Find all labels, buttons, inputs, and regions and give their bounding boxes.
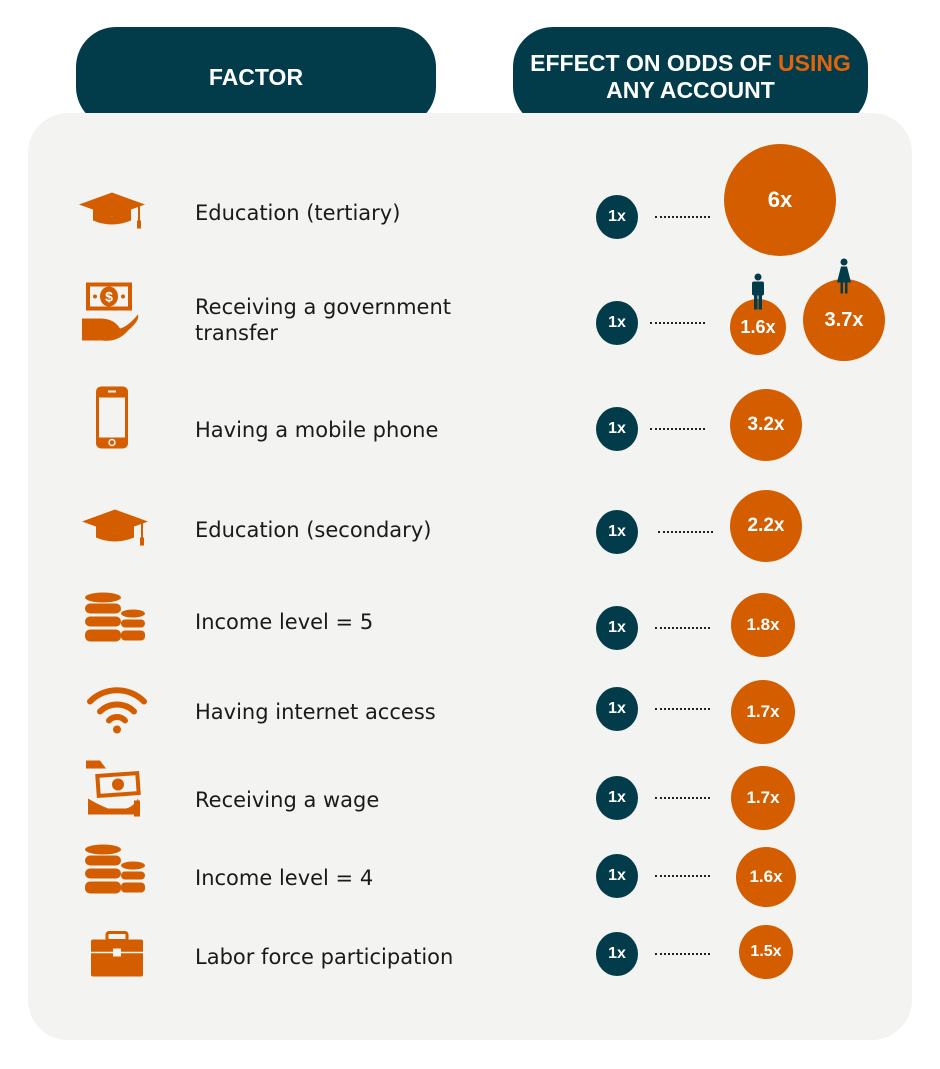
odds-bubble: 3.7x [803, 279, 885, 361]
odds-bubble: 1.6x [730, 299, 786, 355]
coin-stack-icon [83, 592, 147, 649]
factor-label: Having internet access [195, 700, 436, 724]
factor-label: Labor force participation [195, 945, 454, 969]
dotted-connector [650, 428, 705, 430]
factor-label: Receiving a wage [195, 788, 380, 812]
effect-header-prefix: EFFECT ON ODDS OF [530, 50, 779, 76]
svg-text:$: $ [105, 289, 113, 305]
dotted-connector [655, 953, 710, 955]
wage-payment-icon [82, 759, 144, 826]
money-in-hand-icon: $ [80, 281, 140, 350]
effect-header-highlight: USING [778, 50, 851, 76]
baseline-bubble: 1x [596, 606, 638, 650]
dotted-connector [655, 875, 710, 877]
baseline-bubble: 1x [596, 195, 638, 239]
wifi-icon [85, 686, 149, 739]
graduation-cap-icon [77, 191, 147, 236]
dotted-connector [655, 708, 710, 710]
factor-label: Having a mobile phone [195, 418, 439, 442]
baseline-bubble: 1x [596, 301, 638, 345]
baseline-bubble: 1x [596, 407, 638, 451]
factor-label: Income level = 5 [195, 610, 374, 634]
dotted-connector [655, 797, 710, 799]
dotted-connector [650, 322, 705, 324]
coin-stack-icon [83, 844, 147, 901]
factor-header: FACTOR [76, 27, 436, 127]
man-icon [750, 273, 766, 315]
effect-header: EFFECT ON ODDS OF USING ANY ACCOUNT [513, 27, 868, 127]
baseline-bubble: 1x [596, 687, 638, 731]
odds-bubble: 6x [724, 144, 836, 256]
factor-header-text: FACTOR [208, 63, 304, 90]
odds-bubble: 1.8x [731, 593, 795, 657]
graduation-cap-icon [80, 508, 150, 553]
baseline-bubble: 1x [596, 932, 638, 976]
baseline-bubble: 1x [596, 776, 638, 820]
odds-bubble: 1.7x [731, 680, 795, 744]
odds-bubble: 2.2x [730, 490, 802, 562]
factor-label: Education (tertiary) [195, 201, 401, 225]
odds-bubble: 1.5x [739, 925, 793, 979]
dotted-connector [658, 531, 713, 533]
mobile-phone-icon [95, 386, 129, 455]
dotted-connector [655, 216, 710, 218]
effect-header-text: EFFECT ON ODDS OF USING ANY ACCOUNT [530, 50, 851, 104]
baseline-bubble: 1x [596, 510, 638, 554]
factor-label: Income level = 4 [195, 866, 374, 890]
dotted-connector [655, 627, 710, 629]
factor-label: Receiving a government transfer [195, 295, 452, 345]
odds-bubble: 3.2x [730, 389, 802, 461]
effect-header-suffix: ANY ACCOUNT [606, 77, 775, 103]
briefcase-icon [89, 931, 145, 984]
factor-label: Education (secondary) [195, 518, 432, 542]
odds-bubble: 1.7x [731, 766, 795, 830]
baseline-bubble: 1x [596, 854, 638, 898]
woman-icon [836, 258, 852, 300]
odds-bubble: 1.6x [736, 847, 796, 907]
